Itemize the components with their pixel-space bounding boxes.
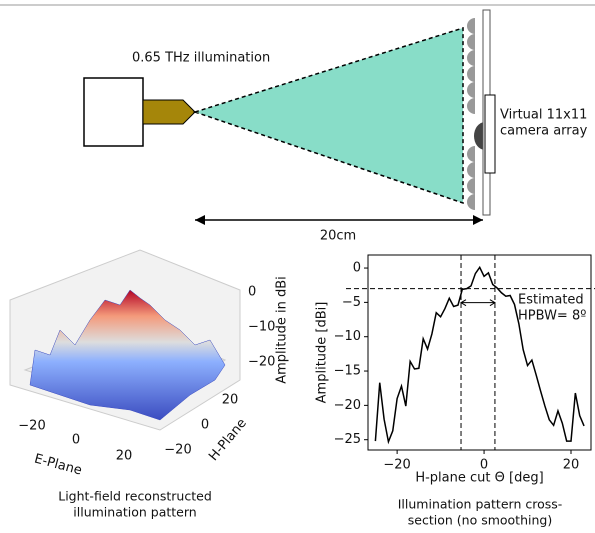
hpbw-arrow: [460, 299, 496, 307]
y-tick-label: −20: [164, 443, 191, 458]
y-tick-label: 20: [222, 393, 239, 408]
x-tick-label: 20: [563, 458, 580, 473]
z-tick-label: 0: [248, 285, 256, 300]
array-label: Virtual 11x11: [500, 108, 587, 123]
surface-plot: [9, 249, 241, 431]
camera-plate: [484, 94, 496, 174]
x-axis-label: H-plane cut Θ [deg]: [415, 471, 543, 486]
y-tick-label: −15: [334, 364, 361, 379]
annotation: Estimated: [518, 293, 584, 308]
y-tick-label: −5: [342, 295, 361, 310]
x-axis-label: E-Plane: [33, 451, 84, 478]
y-axis-label: H-Plane: [206, 416, 250, 464]
caption: section (no smoothing): [408, 513, 552, 528]
x-tick-label: −20: [383, 458, 410, 473]
y-tick-label: 0: [353, 261, 361, 276]
lenslets: [467, 18, 475, 210]
x-tick-label: 0: [480, 458, 488, 473]
y-tick-label: −25: [334, 432, 361, 447]
beam: [192, 26, 464, 205]
annotation: HPBW= 8º: [518, 309, 586, 324]
y-axis-label: Amplitude [dBi]: [315, 302, 330, 404]
surface: [29, 289, 226, 421]
distance-label: 20cm: [320, 229, 356, 244]
horn: [142, 99, 196, 125]
caption: Illumination pattern cross-: [398, 497, 563, 512]
z-axis-label: Amplitude in dBi: [275, 276, 290, 384]
x-tick-label: 0: [72, 433, 80, 448]
y-tick-label: −20: [334, 398, 361, 413]
z-tick-label: −20: [248, 355, 275, 370]
x-tick-label: 20: [116, 449, 133, 464]
line-series: [374, 265, 585, 445]
camera: [474, 122, 485, 150]
z-tick-label: −10: [248, 320, 275, 335]
source-label: 0.65 THz illumination: [132, 51, 270, 66]
y-tick-label: 0: [201, 418, 209, 433]
y-tick-label: −10: [334, 329, 361, 344]
array-label: camera array: [500, 124, 588, 139]
caption: Light-field reconstructed: [58, 489, 212, 504]
x-tick-label: −20: [18, 419, 45, 434]
source-box: [83, 77, 144, 147]
plot-frame: [367, 254, 592, 451]
caption: illumination pattern: [73, 505, 196, 520]
